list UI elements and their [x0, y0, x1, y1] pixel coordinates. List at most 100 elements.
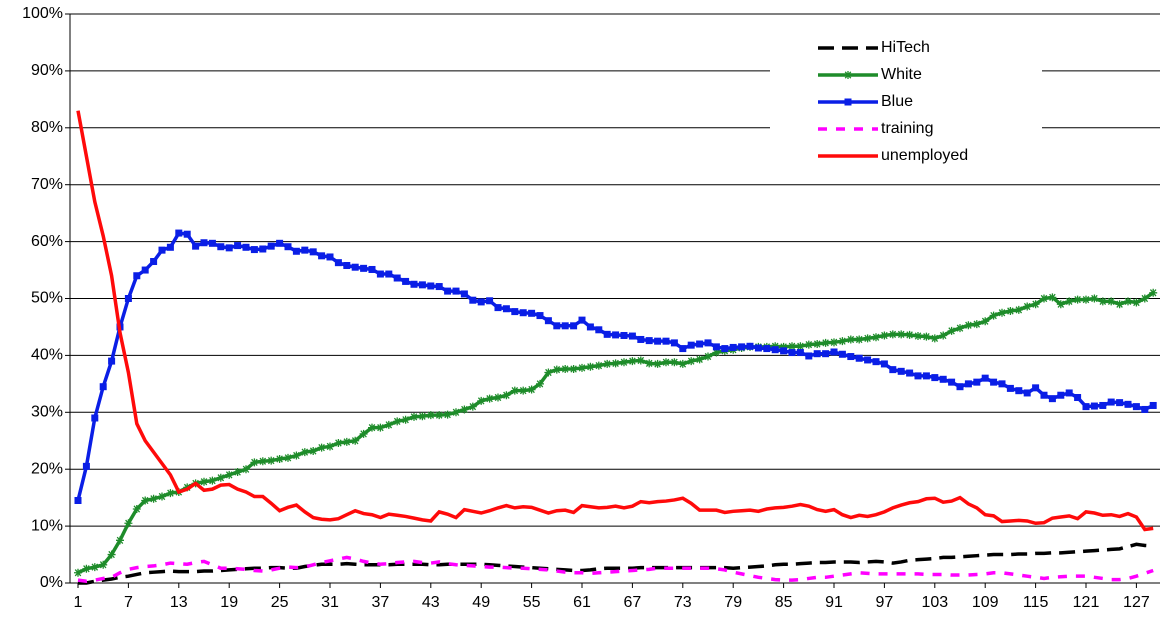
y-tick-label: 50% [31, 290, 63, 307]
marker [670, 339, 678, 347]
marker [905, 330, 914, 339]
marker [880, 360, 888, 368]
marker [973, 378, 981, 386]
marker [805, 352, 813, 360]
marker [410, 280, 418, 288]
marker [620, 358, 628, 367]
marker [133, 272, 141, 280]
marker [393, 417, 402, 426]
marker [1082, 295, 1090, 304]
legend-label: Blue [881, 93, 913, 110]
legend: HiTech White Blue training unemployed [770, 36, 1042, 172]
marker [956, 383, 964, 391]
marker [452, 408, 460, 417]
marker [872, 333, 880, 342]
marker [796, 342, 805, 351]
marker [594, 361, 603, 370]
x-tick-label: 1 [74, 594, 83, 611]
marker [796, 349, 804, 357]
marker [578, 316, 586, 324]
marker [844, 71, 852, 79]
y-tick-label: 0% [40, 574, 63, 591]
marker [822, 350, 830, 358]
marker [864, 356, 872, 364]
marker [763, 345, 771, 353]
marker [729, 343, 737, 351]
marker [486, 297, 494, 305]
marker [301, 246, 309, 254]
marker [510, 386, 519, 395]
marker [292, 247, 300, 255]
marker [1116, 399, 1124, 407]
marker [561, 365, 570, 374]
marker [1090, 294, 1099, 303]
marker [645, 337, 653, 345]
x-tick-label: 31 [321, 594, 339, 611]
y-tick-label: 80% [31, 119, 63, 136]
marker [1040, 391, 1048, 399]
marker [410, 412, 418, 421]
marker [628, 357, 637, 366]
marker [511, 308, 519, 316]
x-tick-label: 91 [825, 594, 843, 611]
marker [124, 295, 132, 302]
marker [477, 396, 486, 405]
marker [384, 420, 393, 429]
marker [435, 283, 443, 291]
marker [553, 322, 561, 330]
marker [166, 243, 174, 251]
marker [931, 374, 939, 382]
marker [804, 340, 813, 349]
marker [494, 393, 502, 402]
marker [998, 380, 1006, 388]
marker [536, 312, 544, 320]
legend-label: training [881, 120, 933, 137]
marker [880, 331, 889, 340]
x-tick-label: 43 [422, 594, 440, 611]
x-tick-label: 67 [624, 594, 642, 611]
marker [670, 358, 679, 367]
marker [258, 457, 267, 466]
marker [158, 246, 166, 254]
marker [527, 385, 536, 394]
x-tick-label: 109 [972, 594, 999, 611]
marker [855, 335, 864, 344]
marker [469, 296, 477, 304]
marker [300, 448, 309, 457]
marker [141, 496, 150, 505]
marker [964, 321, 973, 330]
marker [696, 340, 704, 348]
marker [662, 358, 670, 367]
marker [846, 335, 855, 344]
marker [90, 563, 99, 572]
marker [544, 368, 553, 377]
marker [712, 348, 721, 357]
marker [586, 323, 594, 331]
legend-label: White [881, 66, 922, 83]
marker [1149, 401, 1157, 409]
marker [318, 252, 326, 260]
marker [863, 334, 872, 343]
marker [1065, 389, 1073, 397]
marker [360, 264, 368, 272]
marker [485, 394, 494, 403]
marker [1090, 402, 1098, 410]
marker [1099, 401, 1107, 409]
marker [426, 411, 435, 420]
marker [460, 405, 469, 414]
marker [1015, 387, 1023, 395]
marker [82, 462, 90, 470]
marker [1048, 395, 1056, 403]
x-tick-label: 127 [1123, 594, 1150, 611]
marker [637, 335, 645, 343]
marker [208, 239, 216, 247]
y-tick-label: 90% [31, 62, 63, 79]
marker [595, 326, 603, 334]
marker [847, 353, 855, 361]
marker [183, 230, 191, 238]
series [76, 110, 1154, 532]
marker [1124, 297, 1132, 306]
marker [284, 453, 292, 462]
marker [351, 263, 359, 271]
